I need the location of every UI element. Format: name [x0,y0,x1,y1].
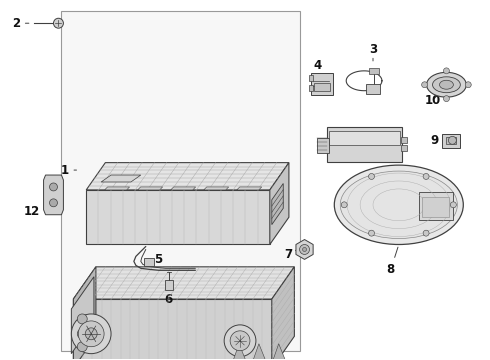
Bar [310,75,314,81]
Ellipse shape [440,80,453,89]
Circle shape [466,82,471,88]
Polygon shape [272,184,283,225]
Polygon shape [237,187,262,190]
Polygon shape [204,187,229,190]
Ellipse shape [334,165,464,244]
Bar [401,145,407,151]
Circle shape [77,342,87,352]
Polygon shape [272,267,294,360]
Bar [369,68,379,74]
Bar [366,84,380,94]
Text: 12: 12 [24,200,47,218]
Text: 8: 8 [387,247,398,276]
Circle shape [224,325,256,357]
Text: 2: 2 [12,17,29,30]
Text: 6: 6 [165,287,172,306]
Bar [421,197,449,217]
Circle shape [299,244,310,255]
Bar [165,280,172,290]
Circle shape [72,314,111,354]
Bar [312,73,333,95]
Circle shape [368,174,374,179]
Bar [310,85,314,91]
Text: 5: 5 [149,253,163,266]
Bar [418,192,453,220]
Circle shape [77,329,87,339]
Bar [442,134,460,148]
Polygon shape [272,344,287,360]
Polygon shape [296,239,313,260]
Circle shape [443,68,449,74]
Text: 7: 7 [285,248,297,261]
Ellipse shape [340,171,457,239]
Polygon shape [74,267,96,360]
Polygon shape [101,175,141,182]
Polygon shape [44,175,63,215]
Circle shape [302,247,307,251]
Text: 4: 4 [313,59,321,78]
Polygon shape [144,258,154,266]
Circle shape [443,96,449,102]
Circle shape [341,202,347,208]
Circle shape [423,174,429,179]
Text: 9: 9 [430,134,445,147]
Polygon shape [138,187,163,190]
Polygon shape [252,344,267,360]
Polygon shape [171,187,196,190]
Text: 10: 10 [424,94,441,107]
Circle shape [49,199,57,207]
Circle shape [85,328,97,340]
Circle shape [53,18,63,28]
Polygon shape [270,163,289,244]
Text: 3: 3 [369,42,377,61]
Polygon shape [232,344,247,360]
Bar [86,190,270,244]
Bar [446,137,456,144]
Ellipse shape [427,72,466,97]
Bar [74,299,272,360]
Circle shape [77,314,87,324]
Bar [329,131,400,145]
Bar [318,138,329,153]
Bar [61,11,299,351]
Text: 11: 11 [318,141,335,154]
Circle shape [368,230,374,236]
Circle shape [423,230,429,236]
Circle shape [450,202,456,208]
Bar [315,83,330,91]
Bar [327,127,402,162]
Text: 1: 1 [60,163,76,176]
Circle shape [230,331,250,351]
Bar [401,137,407,143]
Polygon shape [104,187,129,190]
Circle shape [78,321,104,347]
Polygon shape [74,267,294,299]
Circle shape [49,183,57,191]
Circle shape [448,136,456,144]
Ellipse shape [433,77,460,93]
Polygon shape [86,163,289,190]
Circle shape [421,82,428,88]
Polygon shape [72,277,94,354]
